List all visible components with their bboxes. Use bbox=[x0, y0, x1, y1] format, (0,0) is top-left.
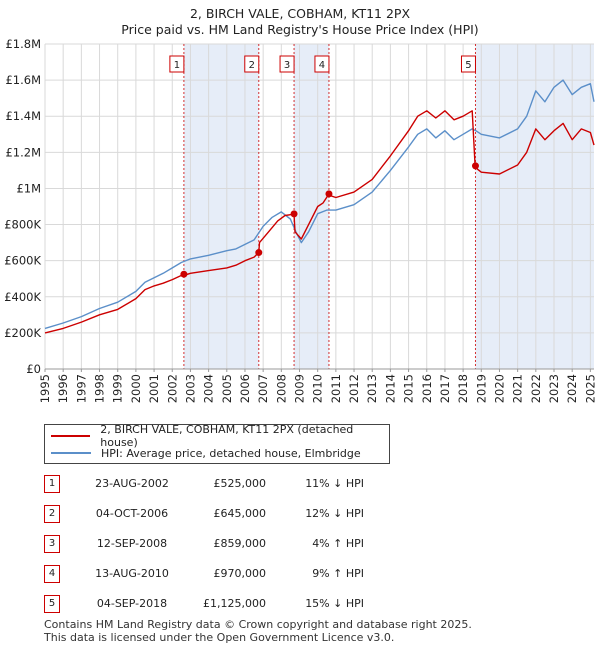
x-tick-label: 2015 bbox=[402, 374, 416, 403]
sale-date: 13-AUG-2010 bbox=[95, 567, 169, 580]
sale-point bbox=[255, 249, 263, 257]
x-tick-label: 2012 bbox=[347, 374, 361, 403]
x-tick-label: 2002 bbox=[165, 374, 179, 403]
legend-swatch-hpi bbox=[51, 452, 91, 454]
sale-row: 2 04-OCT-2006 £645,000 12% ↓ HPI bbox=[44, 505, 404, 523]
sale-hpi-diff: 11% ↓ HPI bbox=[305, 477, 364, 490]
sale-marker-label: 1 bbox=[174, 60, 180, 71]
y-tick-label: £1.2M bbox=[5, 145, 41, 159]
x-tick-label: 2016 bbox=[420, 374, 434, 403]
sale-date: 04-OCT-2006 bbox=[95, 507, 169, 520]
x-tick-label: 2009 bbox=[293, 374, 307, 403]
sale-hpi-diff: 15% ↓ HPI bbox=[305, 597, 364, 610]
shaded-period bbox=[183, 44, 259, 369]
sale-marker-label: 3 bbox=[284, 60, 290, 71]
sale-hpi-diff: 4% ↑ HPI bbox=[312, 537, 364, 550]
sale-price: £859,000 bbox=[213, 537, 267, 550]
sale-hpi-diff: 12% ↓ HPI bbox=[305, 507, 364, 520]
sale-point bbox=[325, 190, 333, 198]
hpi-series-line bbox=[44, 79, 595, 330]
sale-price: £970,000 bbox=[213, 567, 267, 580]
sale-marker-label: 2 bbox=[249, 60, 255, 71]
y-tick-label: £1M bbox=[16, 181, 41, 195]
legend-item-hpi: HPI: Average price, detached house, Elmb… bbox=[51, 445, 361, 461]
sale-row: 3 12-SEP-2008 £859,000 4% ↑ HPI bbox=[44, 535, 404, 553]
sale-marker-badge bbox=[314, 55, 330, 73]
x-tick-label: 1997 bbox=[74, 374, 88, 403]
sale-hpi-diff: 9% ↑ HPI bbox=[312, 567, 364, 580]
x-tick-label: 2017 bbox=[438, 374, 452, 403]
sale-number-badge: 4 bbox=[44, 565, 60, 583]
chart-subtitle: Price paid vs. HM Land Registry's House … bbox=[121, 22, 479, 37]
x-tick-label: 2006 bbox=[238, 374, 252, 403]
legend-item-property: 2, BIRCH VALE, COBHAM, KT11 2PX (detache… bbox=[51, 423, 389, 449]
sale-marker-badge bbox=[279, 55, 295, 73]
x-tick-label: 2008 bbox=[274, 374, 288, 403]
x-tick-label: 1995 bbox=[38, 374, 52, 403]
sale-marker-label: 5 bbox=[465, 60, 471, 71]
sale-point bbox=[290, 210, 298, 218]
sale-number-badge: 5 bbox=[44, 595, 60, 613]
x-tick-label: 2000 bbox=[129, 374, 143, 403]
x-tick-label: 2019 bbox=[474, 374, 488, 403]
x-tick-label: 1999 bbox=[111, 374, 125, 403]
y-tick-label: £600K bbox=[4, 254, 41, 268]
x-tick-label: 2001 bbox=[147, 374, 161, 403]
sale-date: 04-SEP-2018 bbox=[96, 597, 168, 610]
y-tick-label: £200K bbox=[4, 326, 41, 340]
sale-point bbox=[471, 162, 479, 170]
footer-attribution: Contains HM Land Registry data © Crown c… bbox=[44, 618, 472, 644]
sale-number-badge: 3 bbox=[44, 535, 60, 553]
sale-row: 1 23-AUG-2002 £525,000 11% ↓ HPI bbox=[44, 475, 404, 493]
x-tick-label: 2024 bbox=[565, 374, 579, 403]
x-tick-label: 1996 bbox=[56, 374, 70, 403]
property-series-line bbox=[44, 110, 595, 334]
y-tick-label: £400K bbox=[4, 290, 41, 304]
y-tick-label: £0 bbox=[26, 362, 41, 376]
sale-number-badge: 2 bbox=[44, 505, 60, 523]
footer-line-copyright: Contains HM Land Registry data © Crown c… bbox=[44, 618, 472, 631]
chart-legend: 2, BIRCH VALE, COBHAM, KT11 2PX (detache… bbox=[44, 423, 390, 464]
x-tick-label: 2011 bbox=[329, 374, 343, 403]
footer-line-licence: This data is licensed under the Open Gov… bbox=[44, 631, 395, 644]
x-tick-label: 2025 bbox=[583, 374, 597, 403]
sale-row: 5 04-SEP-2018 £1,125,000 15% ↓ HPI bbox=[44, 595, 404, 613]
y-tick-label: £1.6M bbox=[5, 73, 41, 87]
x-tick-label: 2013 bbox=[365, 374, 379, 403]
x-tick-label: 2010 bbox=[311, 374, 325, 403]
sale-marker-badge bbox=[244, 55, 260, 73]
sale-marker-badge bbox=[169, 55, 185, 73]
sale-point bbox=[180, 270, 188, 278]
x-tick-label: 2007 bbox=[256, 374, 270, 403]
shaded-period bbox=[475, 44, 594, 369]
x-tick-label: 2020 bbox=[492, 374, 506, 403]
price-chart: 1 2 3 4 5 £0 £200K £400K £600K £800K £1M £1.2M £1.4M… bbox=[4, 37, 597, 403]
x-tick-label: 2021 bbox=[511, 374, 525, 403]
x-tick-label: 2014 bbox=[383, 374, 397, 403]
sale-date: 12-SEP-2008 bbox=[96, 537, 168, 550]
sale-price: £645,000 bbox=[213, 507, 267, 520]
x-tick-label: 2003 bbox=[183, 374, 197, 403]
legend-label-hpi: HPI: Average price, detached house, Elmb… bbox=[101, 446, 361, 460]
sale-marker-badge bbox=[460, 55, 476, 73]
x-tick-label: 2023 bbox=[547, 374, 561, 403]
x-tick-label: 2018 bbox=[456, 374, 470, 403]
legend-swatch-property bbox=[51, 435, 91, 437]
sale-marker-label: 4 bbox=[319, 60, 325, 71]
y-tick-label: £1.8M bbox=[5, 37, 41, 51]
x-tick-label: 2022 bbox=[529, 374, 543, 403]
x-tick-label: 2005 bbox=[220, 374, 234, 403]
sale-price: £1,125,000 bbox=[203, 597, 266, 610]
sale-row: 4 13-AUG-2010 £970,000 9% ↑ HPI bbox=[44, 565, 404, 583]
chart-title: 2, BIRCH VALE, COBHAM, KT11 2PX bbox=[189, 6, 411, 21]
y-tick-label: £800K bbox=[4, 218, 41, 232]
y-tick-label: £1.4M bbox=[5, 109, 41, 123]
sale-date: 23-AUG-2002 bbox=[95, 477, 169, 490]
x-tick-label: 1998 bbox=[93, 374, 107, 403]
legend-label-property: 2, BIRCH VALE, COBHAM, KT11 2PX (detache… bbox=[100, 423, 354, 449]
sale-price: £525,000 bbox=[213, 477, 267, 490]
sale-number-badge: 1 bbox=[44, 475, 60, 493]
x-tick-label: 2004 bbox=[202, 374, 216, 403]
